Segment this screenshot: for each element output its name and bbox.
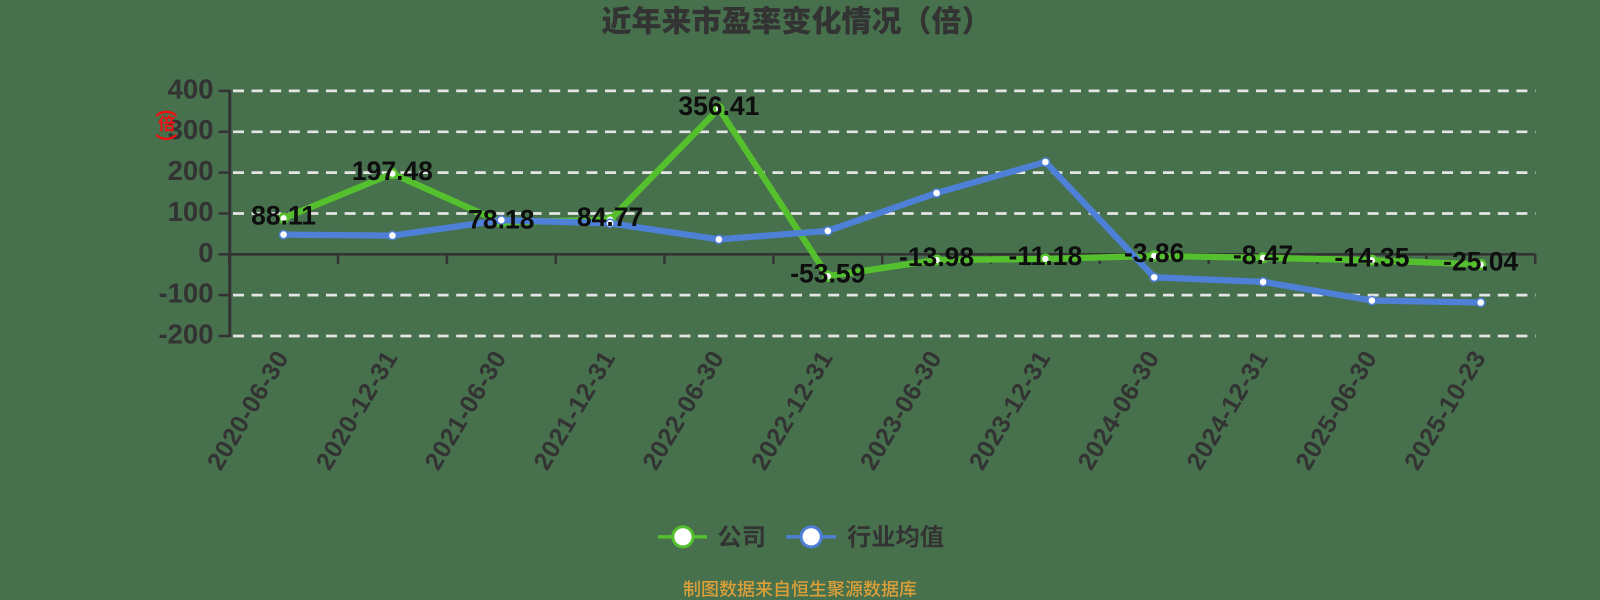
svg-text:-100: -100 xyxy=(158,278,213,309)
svg-text:-8.47: -8.47 xyxy=(1233,240,1293,270)
svg-text:200: 200 xyxy=(168,155,214,186)
svg-text:-14.35: -14.35 xyxy=(1334,242,1409,272)
svg-text:400: 400 xyxy=(168,73,214,104)
svg-text:-200: -200 xyxy=(158,319,213,350)
svg-text:356.41: 356.41 xyxy=(678,91,759,121)
svg-text:78.18: 78.18 xyxy=(468,205,534,235)
svg-text:-11.18: -11.18 xyxy=(1009,241,1083,271)
svg-text:84.77: 84.77 xyxy=(577,202,643,232)
svg-text:0: 0 xyxy=(198,237,213,268)
svg-text:100: 100 xyxy=(168,196,214,227)
svg-text:-13.98: -13.98 xyxy=(899,242,974,272)
svg-text:-25.04: -25.04 xyxy=(1443,247,1518,277)
svg-text:-53.59: -53.59 xyxy=(790,258,865,288)
svg-text:88.11: 88.11 xyxy=(251,201,316,231)
svg-text:300: 300 xyxy=(168,114,214,145)
svg-text:197.48: 197.48 xyxy=(352,156,433,186)
svg-text:-3.86: -3.86 xyxy=(1124,238,1184,268)
